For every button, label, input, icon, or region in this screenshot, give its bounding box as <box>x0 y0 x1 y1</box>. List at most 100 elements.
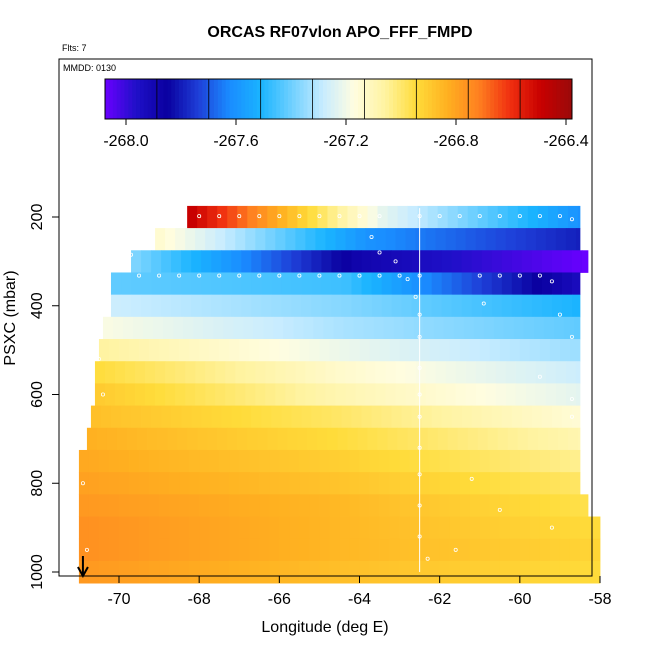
heatmap-cell <box>269 494 280 517</box>
flight-track-point <box>297 214 302 219</box>
heatmap-cell <box>185 228 196 251</box>
heatmap-cell <box>297 205 308 229</box>
heatmap-cell <box>185 361 196 384</box>
heatmap-cell <box>161 272 172 296</box>
colorbar-swatch <box>568 79 573 119</box>
heatmap-cell <box>201 405 212 429</box>
heatmap-cell <box>209 339 220 362</box>
heatmap-cell <box>98 494 110 517</box>
heatmap-cell <box>249 560 260 584</box>
heatmap-cell <box>479 339 491 362</box>
flight-track-point <box>425 556 430 561</box>
x-tick-label: -64 <box>348 591 371 608</box>
heatmap-cell <box>119 494 130 517</box>
heatmap-cell <box>139 494 150 517</box>
heatmap-cell <box>129 339 140 362</box>
heatmap-cell <box>445 228 457 251</box>
heatmap-cell <box>217 427 228 451</box>
heatmap-cell <box>355 361 366 384</box>
heatmap-cell <box>341 405 352 429</box>
heatmap-cell <box>425 383 437 406</box>
heatmap-cell <box>241 405 252 429</box>
heatmap-cell <box>247 205 258 229</box>
heatmap-cell <box>529 339 541 362</box>
heatmap-cell <box>319 560 330 584</box>
heatmap-cell <box>267 427 278 451</box>
heatmap-cell <box>411 272 423 296</box>
heatmap-cell <box>211 272 222 296</box>
heatmap-cell <box>553 316 565 340</box>
heatmap-cell <box>159 494 170 517</box>
heatmap-cell <box>261 272 272 296</box>
heatmap-cell <box>151 294 162 318</box>
colorbar-swatch <box>536 79 542 119</box>
heatmap-cell <box>215 383 226 406</box>
x-axis-label: Longitude (deg E) <box>261 619 388 636</box>
heatmap-cell <box>367 205 378 229</box>
heatmap-cell <box>309 472 320 495</box>
heatmap-cell <box>561 272 573 296</box>
heatmap-cell <box>483 316 495 340</box>
flight-track-point <box>437 214 442 219</box>
heatmap-cell <box>108 494 120 517</box>
colorbar-swatch <box>252 79 258 119</box>
colorbar-swatch <box>455 79 460 119</box>
heatmap-cell <box>515 228 527 251</box>
colorbar-swatch <box>564 79 569 119</box>
heatmap-cell <box>379 516 390 540</box>
heatmap-cell <box>106 427 118 451</box>
colorbar-swatch <box>533 79 538 119</box>
heatmap-cell <box>259 472 270 495</box>
heatmap-cell <box>327 205 338 229</box>
heatmap-cell <box>347 205 358 229</box>
heatmap-cell <box>401 250 413 273</box>
heatmap-cell <box>409 560 421 584</box>
heatmap-cell <box>537 427 549 451</box>
colorbar-swatch <box>350 79 355 119</box>
heatmap-cell <box>371 294 382 318</box>
heatmap-cell <box>469 472 481 495</box>
heatmap-cell <box>569 538 581 562</box>
heatmap-cell <box>459 494 471 517</box>
heatmap-cell <box>505 361 517 384</box>
heatmap-cell <box>481 294 493 318</box>
heatmap-cell <box>441 294 453 318</box>
heatmap-cell <box>391 405 402 429</box>
heatmap-cell <box>517 205 529 229</box>
heatmap-cell <box>395 228 406 251</box>
flight-track-point <box>217 273 222 278</box>
colorbar-swatch <box>291 79 297 119</box>
colorbar-swatch <box>140 79 145 119</box>
heatmap-cell <box>541 272 553 296</box>
heatmap-cell <box>219 560 230 584</box>
heatmap-cell <box>425 361 437 384</box>
heatmap-cell <box>169 538 180 562</box>
heatmap-cell <box>539 449 551 473</box>
heatmap-cell <box>94 383 106 406</box>
heatmap-cell <box>519 538 531 562</box>
heatmap-cell <box>465 361 477 384</box>
heatmap-cell <box>351 272 362 296</box>
heatmap-cell <box>515 383 527 406</box>
heatmap-cell <box>165 228 176 251</box>
heatmap-cell <box>104 361 116 384</box>
flight-track-point <box>137 240 142 245</box>
heatmap-cell <box>341 294 352 318</box>
heatmap-cell <box>219 516 230 540</box>
colorbar-swatch <box>466 79 472 119</box>
heatmap-cell <box>399 516 411 540</box>
colorbar-swatch <box>548 79 554 119</box>
colorbar-swatch <box>159 79 164 119</box>
heatmap-cell <box>323 316 334 340</box>
heatmap-cell <box>569 449 581 473</box>
x-axis: -70 -68 -66 -64 -62 -60 -58 <box>107 576 612 608</box>
flight-track-point <box>137 273 142 278</box>
heatmap-cell <box>459 516 471 540</box>
heatmap-cell <box>187 205 198 229</box>
flight-track-point <box>549 279 554 284</box>
heatmap-cell <box>459 472 471 495</box>
heatmap-cell <box>555 361 567 384</box>
flight-track-point <box>237 273 242 278</box>
heatmap-cell <box>375 228 386 251</box>
heatmap-cell <box>165 361 176 384</box>
